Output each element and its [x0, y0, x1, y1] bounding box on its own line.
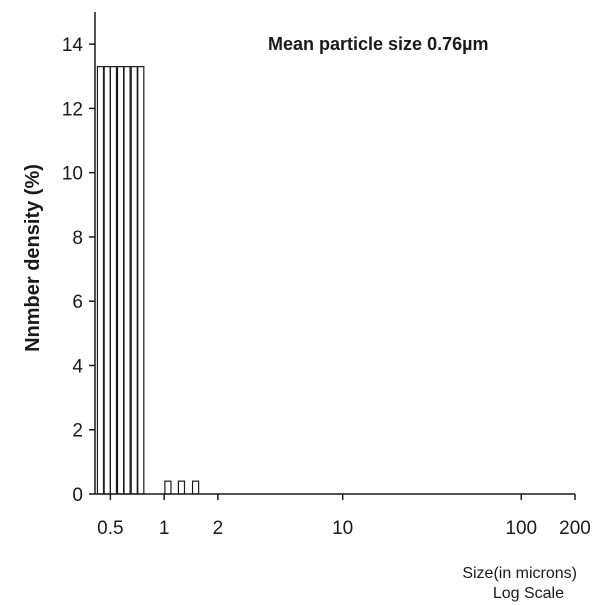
bar — [109, 66, 118, 495]
bar — [103, 66, 111, 495]
x-ticks: 0.5 1 2 10 100 200 — [97, 494, 591, 539]
bar — [164, 480, 172, 495]
y-axis-label: Nnmber density (%) — [22, 164, 44, 352]
x-tick-label: 1 — [159, 518, 170, 539]
mean-size-annotation: Mean particle size 0.76µm — [268, 34, 488, 54]
bars-layer — [96, 66, 200, 495]
x-tick-label: 0.5 — [97, 518, 123, 539]
bar — [123, 66, 131, 495]
bar — [116, 66, 125, 495]
y-tick-label: 8 — [72, 228, 83, 249]
y-tick-label: 0 — [72, 485, 83, 506]
x-tick-label: 2 — [213, 518, 224, 539]
y-tick-label: 12 — [62, 99, 83, 120]
x-tick-label: 100 — [505, 518, 537, 539]
y-ticks: 0 2 4 6 8 10 12 14 — [62, 35, 95, 506]
y-tick-label: 6 — [72, 292, 83, 313]
y-tick-label: 2 — [72, 421, 83, 442]
x-axis-label: Size(in microns) — [462, 565, 577, 582]
y-tick-label: 10 — [62, 164, 83, 185]
x-tick-label: 10 — [332, 518, 353, 539]
bar — [130, 66, 138, 495]
y-tick-label: 4 — [72, 356, 83, 377]
x-tick-label: 200 — [559, 518, 591, 539]
x-axis-scale-note: Log Scale — [493, 585, 564, 602]
bar — [177, 480, 186, 495]
y-tick-label: 14 — [62, 35, 84, 56]
bar — [96, 66, 105, 495]
bar — [191, 480, 200, 495]
bar — [137, 66, 145, 495]
